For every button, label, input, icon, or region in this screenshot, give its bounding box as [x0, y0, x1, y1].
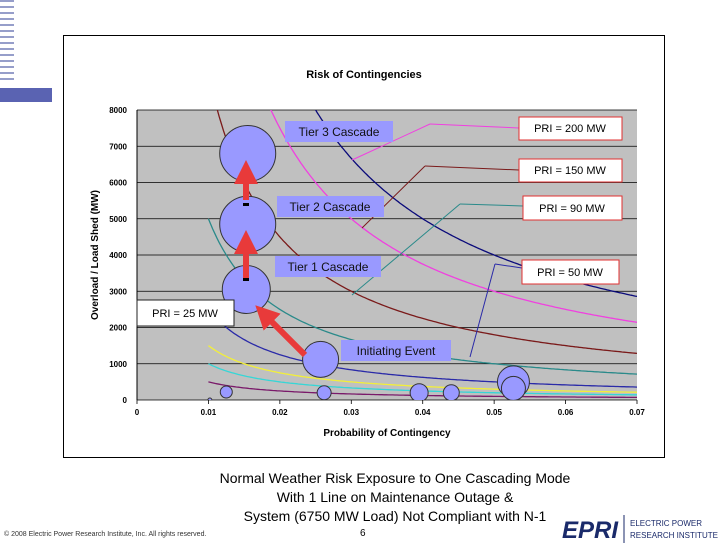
y-tick-label: 8000 — [109, 106, 127, 115]
pri-90-text: PRI = 90 MW — [539, 203, 605, 215]
pri-200-text: PRI = 200 MW — [534, 123, 606, 135]
initiating-label: Initiating Event — [357, 344, 436, 358]
pri-25-text: PRI = 25 MW — [152, 308, 218, 320]
bubble — [219, 125, 277, 182]
x-tick-label: 0.07 — [629, 408, 645, 417]
tier3-label: Tier 3 Cascade — [299, 125, 380, 139]
x-tick-label: 0.02 — [272, 408, 288, 417]
pri-50-text: PRI = 50 MW — [537, 267, 603, 279]
pri-90-box — [522, 195, 623, 221]
tier3-label-box — [285, 121, 393, 142]
x-tick-label: 0.06 — [558, 408, 574, 417]
curve-pri-90 — [216, 110, 637, 355]
bubble — [316, 385, 332, 400]
chart-title: Risk of Contingencies — [306, 69, 422, 81]
arrow-tail-2 — [243, 203, 249, 206]
bubble — [409, 383, 429, 400]
page-number: 6 — [360, 528, 366, 539]
caption-line-2: With 1 Line on Maintenance Outage & — [276, 489, 514, 505]
y-axis-label: Overload / Load Shed (MW) — [90, 190, 101, 320]
bubble — [302, 340, 340, 378]
y-axis-ticks: 0 1000 2000 3000 4000 5000 6000 7000 8000 — [109, 106, 127, 405]
leader-pri-150 — [424, 165, 520, 171]
y-tick-label: 7000 — [109, 142, 127, 151]
y-tick-label: 3000 — [109, 287, 127, 296]
leader-pri-50b — [469, 263, 496, 358]
x-tick-label: 0.01 — [201, 408, 217, 417]
epri-logo-wordmark: EPRI — [562, 517, 619, 544]
bubble — [442, 384, 460, 400]
pri-150-text: PRI = 150 MW — [534, 165, 606, 177]
y-tick-label: 5000 — [109, 215, 127, 224]
tier1-label-box — [275, 256, 381, 277]
bubbles — [207, 125, 530, 400]
copyright-notice: © 2008 Electric Power Research Institute… — [4, 531, 207, 538]
leader-pri-200 — [429, 123, 520, 129]
tier2-label: Tier 2 Cascade — [290, 200, 371, 214]
bubble — [500, 375, 526, 400]
leader-pri-150b — [361, 165, 426, 229]
logo-line-1: ELECTRIC POWER — [630, 519, 702, 528]
decorative-dot-strip — [0, 0, 14, 80]
tier1-label: Tier 1 Cascade — [288, 260, 369, 274]
x-tick-label: 0 — [135, 408, 140, 417]
arrow-tail-1 — [243, 278, 249, 281]
decorative-bar — [0, 88, 52, 102]
curve-pri-150 — [270, 110, 637, 323]
logo-line-2: RESEARCH INSTITUTE — [630, 531, 718, 540]
leader-pri-90b — [351, 203, 461, 296]
caption-line-1: Normal Weather Risk Exposure to One Casc… — [219, 470, 571, 486]
pri-150-box — [518, 158, 623, 183]
y-tick-label: 6000 — [109, 179, 127, 188]
y-tick-label: 2000 — [109, 324, 127, 333]
epri-logo: EPRI ELECTRIC POWER RESEARCH INSTITUTE — [562, 515, 718, 544]
y-tick-label: 4000 — [109, 251, 127, 260]
x-tick-label: 0.05 — [486, 408, 502, 417]
pri-leader-lines — [351, 123, 524, 358]
caption-line-3: System (6750 MW Load) Not Compliant with… — [243, 508, 547, 524]
x-axis-ticks: 0 0.01 0.02 0.03 0.04 0.05 0.06 0.07 — [135, 400, 645, 417]
leader-pri-50 — [494, 263, 523, 269]
bubble — [207, 397, 213, 400]
slide-caption: Normal Weather Risk Exposure to One Casc… — [150, 469, 640, 526]
tier2-label-box — [277, 196, 384, 217]
pri-25-box — [136, 299, 235, 327]
pri-200-box — [518, 116, 623, 141]
y-tick-label: 1000 — [109, 360, 127, 369]
arrow-tails — [243, 203, 249, 281]
arrow-initiating-to-tier1 — [255, 305, 308, 358]
y-tick-label: 0 — [123, 396, 128, 405]
x-tick-label: 0.04 — [415, 408, 431, 417]
cascade-labels: Tier 3 Cascade Tier 2 Cascade Tier 1 Cas… — [275, 121, 451, 361]
leader-pri-90 — [459, 203, 524, 207]
cascade-arrows — [234, 160, 308, 358]
pri-labels: PRI = 200 MW PRI = 150 MW PRI = 90 MW PR… — [136, 116, 623, 327]
curve-pri-25 — [207, 308, 637, 388]
bubble — [219, 385, 233, 399]
initiating-label-box — [341, 340, 451, 361]
x-axis-label: Probability of Contingency — [323, 428, 451, 439]
x-tick-label: 0.03 — [343, 408, 359, 417]
pri-50-box — [521, 259, 620, 285]
